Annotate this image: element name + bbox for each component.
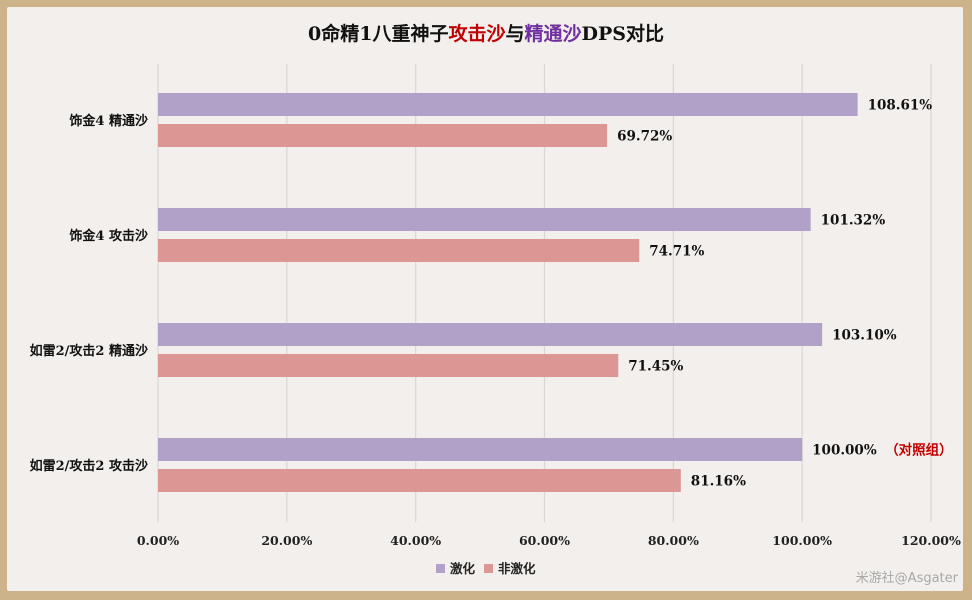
bar-series-1 (158, 93, 858, 116)
watermark: 米游社@Asgater (855, 571, 958, 586)
category-label: 如雷2/攻击2 攻击沙 (30, 458, 148, 474)
data-label: 100.00% (812, 443, 877, 459)
x-tick-label: 40.00% (390, 533, 441, 548)
category-label: 如雷2/攻击2 精通沙 (30, 343, 148, 359)
x-tick-label: 80.00% (648, 533, 699, 548)
data-label: 74.71% (649, 244, 704, 260)
x-tick-label: 120.00% (901, 533, 961, 548)
x-tick-label: 60.00% (519, 533, 570, 548)
chart-title: 0命精1八重神子攻击沙与精通沙DPS对比 (0, 19, 972, 46)
bar-series-1 (158, 208, 811, 231)
data-label: 81.16% (691, 474, 746, 490)
x-tick-label: 0.00% (137, 533, 179, 548)
bar-series-2 (158, 354, 619, 377)
legend-label-series-2: 非激化 (498, 561, 536, 576)
title-attack-part: 攻击沙 (448, 23, 506, 45)
legend-label-series-1: 激化 (450, 561, 476, 576)
bar-series-2 (158, 469, 681, 492)
title-em-part: 精通沙 (524, 23, 582, 45)
legend-swatch-series-1 (436, 564, 445, 573)
control-group-annotation: （对照组） (885, 442, 953, 459)
category-label: 饰金4 精通沙 (69, 113, 148, 129)
title-suffix: DPS对比 (581, 23, 665, 45)
bar-series-1 (158, 438, 803, 461)
x-tick-label: 20.00% (261, 533, 312, 548)
data-label: 101.32% (821, 213, 886, 229)
category-label: 饰金4 攻击沙 (69, 228, 148, 244)
data-label: 71.45% (628, 359, 683, 375)
data-label: 103.10% (832, 328, 897, 344)
x-tick-label: 100.00% (772, 533, 832, 548)
title-prefix: 0命精1八重神子 (308, 23, 449, 45)
bar-series-1 (158, 323, 823, 346)
legend-swatch-series-2 (484, 564, 493, 573)
bar-series-2 (158, 124, 608, 147)
data-label: 69.72% (617, 129, 672, 145)
data-label: 108.61% (868, 98, 933, 114)
bar-series-2 (158, 239, 640, 262)
title-connector: 与 (505, 23, 525, 45)
